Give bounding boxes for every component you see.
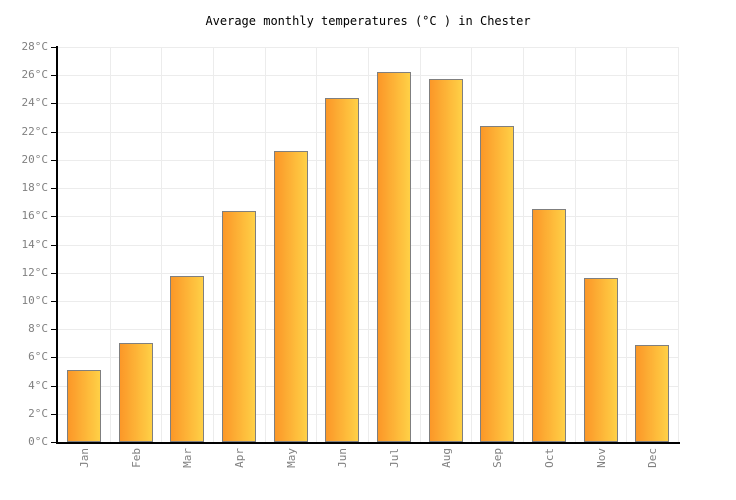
- y-axis-tick: [51, 103, 56, 105]
- x-axis-label-nov: Nov: [594, 448, 608, 468]
- y-axis-tick: [51, 272, 56, 274]
- y-axis-label: 6°C: [28, 350, 48, 364]
- y-axis-label: 14°C: [21, 237, 49, 251]
- bar-jun: [325, 97, 360, 442]
- x-axis-label-mar: Mar: [181, 448, 195, 468]
- y-axis-label: 16°C: [21, 209, 49, 223]
- gridline-vertical: [419, 47, 421, 442]
- gridline-vertical: [471, 47, 473, 442]
- x-axis-label-jul: Jul: [387, 448, 401, 468]
- y-axis-tick: [51, 244, 56, 246]
- bar-sep: [480, 126, 515, 442]
- y-axis-tick: [51, 357, 56, 359]
- y-axis-label: 2°C: [28, 406, 48, 420]
- bar-oct: [531, 209, 566, 442]
- gridline-vertical: [264, 47, 266, 442]
- bar-dec: [635, 344, 670, 442]
- bar-jul: [376, 72, 411, 442]
- y-axis-label: 22°C: [21, 124, 49, 138]
- y-axis-label: 26°C: [21, 68, 49, 82]
- gridline-vertical: [626, 47, 628, 442]
- y-axis-tick: [51, 159, 56, 161]
- y-axis-tick: [51, 300, 56, 302]
- y-axis-tick: [51, 413, 56, 415]
- y-axis-label: 0°C: [28, 435, 48, 448]
- x-axis-label-aug: Aug: [439, 448, 453, 468]
- gridline-vertical: [213, 47, 214, 442]
- y-axis-tick: [51, 131, 56, 133]
- x-axis-label-oct: Oct: [542, 448, 556, 468]
- x-axis-label-apr: Apr: [232, 448, 246, 468]
- chart-title: Average monthly temperatures (°C ) in Ch…: [205, 14, 531, 28]
- x-axis-label-dec: Dec: [646, 448, 660, 468]
- x-axis-label-feb: Feb: [129, 448, 143, 468]
- y-axis-tick: [51, 329, 56, 331]
- y-axis-label: 10°C: [21, 293, 49, 307]
- gridline-vertical: [161, 47, 163, 442]
- y-axis-label: 8°C: [28, 322, 48, 336]
- bar-feb: [118, 343, 153, 442]
- bar-apr: [221, 210, 256, 442]
- x-axis-label-sep: Sep: [491, 448, 505, 468]
- y-axis-label: 12°C: [21, 265, 49, 279]
- gridline-vertical: [109, 47, 111, 442]
- gridline-vertical: [678, 47, 679, 442]
- bar-jan: [66, 370, 101, 442]
- y-axis-label: 28°C: [21, 40, 49, 53]
- bar-aug: [428, 79, 463, 442]
- x-axis-label-jan: Jan: [77, 448, 91, 468]
- bar-nov: [583, 278, 618, 442]
- y-axis: [56, 46, 58, 444]
- bar-may: [273, 151, 308, 442]
- gridline-vertical: [523, 47, 524, 442]
- gridline-vertical: [368, 47, 369, 442]
- y-axis-label: 24°C: [21, 96, 49, 110]
- x-axis-label-may: May: [284, 448, 298, 468]
- y-axis-tick: [51, 442, 56, 443]
- x-axis: [56, 442, 680, 444]
- y-axis-tick: [51, 188, 56, 190]
- y-axis-tick: [51, 385, 56, 387]
- gridline-vertical: [574, 47, 576, 442]
- bar-mar: [170, 275, 205, 442]
- x-axis-label-jun: Jun: [336, 448, 350, 468]
- y-axis-label: 20°C: [21, 152, 49, 166]
- y-axis-tick: [51, 216, 56, 218]
- y-axis-label: 4°C: [28, 378, 48, 392]
- y-axis-tick: [51, 47, 56, 48]
- gridline-vertical: [316, 47, 318, 442]
- y-axis-label: 18°C: [21, 181, 49, 195]
- y-axis-tick: [51, 75, 56, 77]
